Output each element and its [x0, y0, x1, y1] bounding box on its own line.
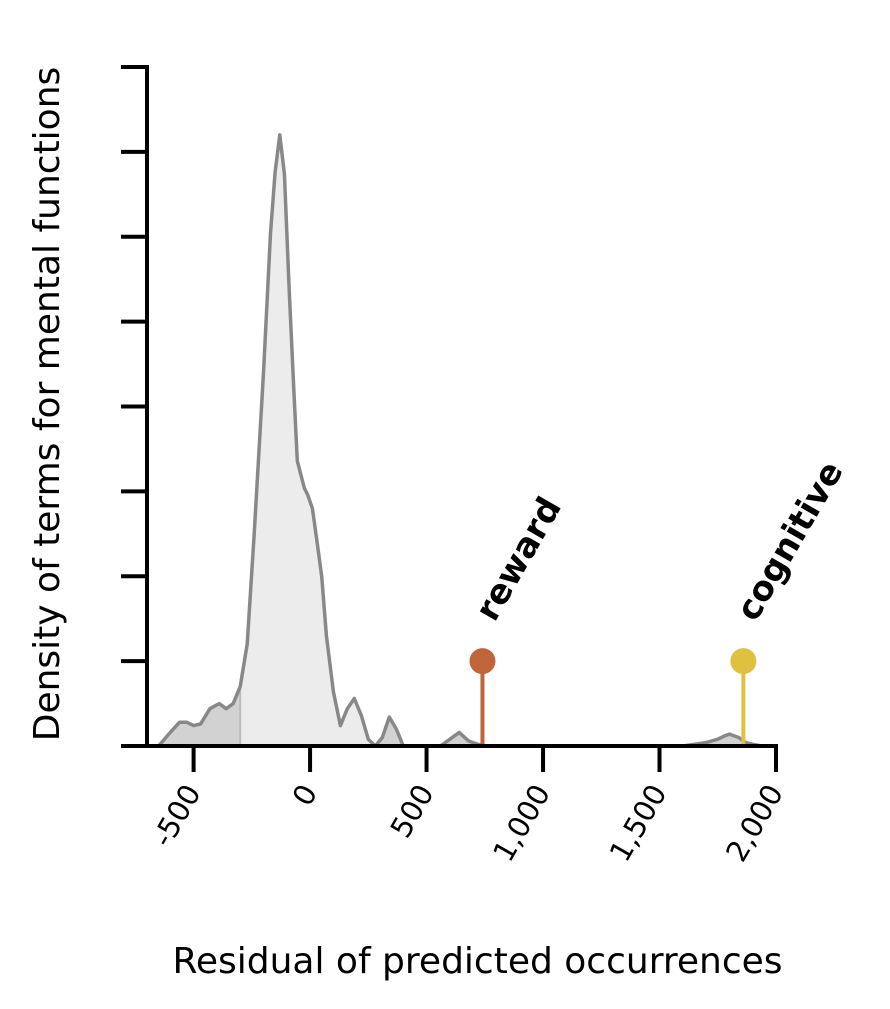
x-axis-title: Residual of predicted occurrences: [172, 941, 782, 982]
density-area-center: [240, 134, 378, 746]
x-tick-label: 1,000: [486, 779, 557, 868]
y-axis-title: Density of terms for mental functions: [27, 67, 68, 742]
marker-dot-cognitive: [730, 648, 757, 675]
x-tick-label: 500: [383, 779, 440, 844]
x-tick-label: 1,500: [603, 779, 674, 868]
markers: reward cognitive: [468, 454, 852, 746]
marker-dot-reward: [469, 648, 496, 675]
density-line: [147, 133, 776, 748]
density-area-tails: [147, 134, 776, 746]
marker-label-cognitive: cognitive: [729, 454, 852, 627]
axes: -500 0 500 1,000 1,500 2,000: [121, 65, 790, 867]
marker-label-reward: reward: [468, 490, 570, 627]
x-tick-label: -500: [145, 779, 207, 853]
x-tick-label: 0: [285, 779, 324, 812]
plot-area: [147, 133, 776, 748]
x-tick-label: 2,000: [719, 779, 790, 868]
